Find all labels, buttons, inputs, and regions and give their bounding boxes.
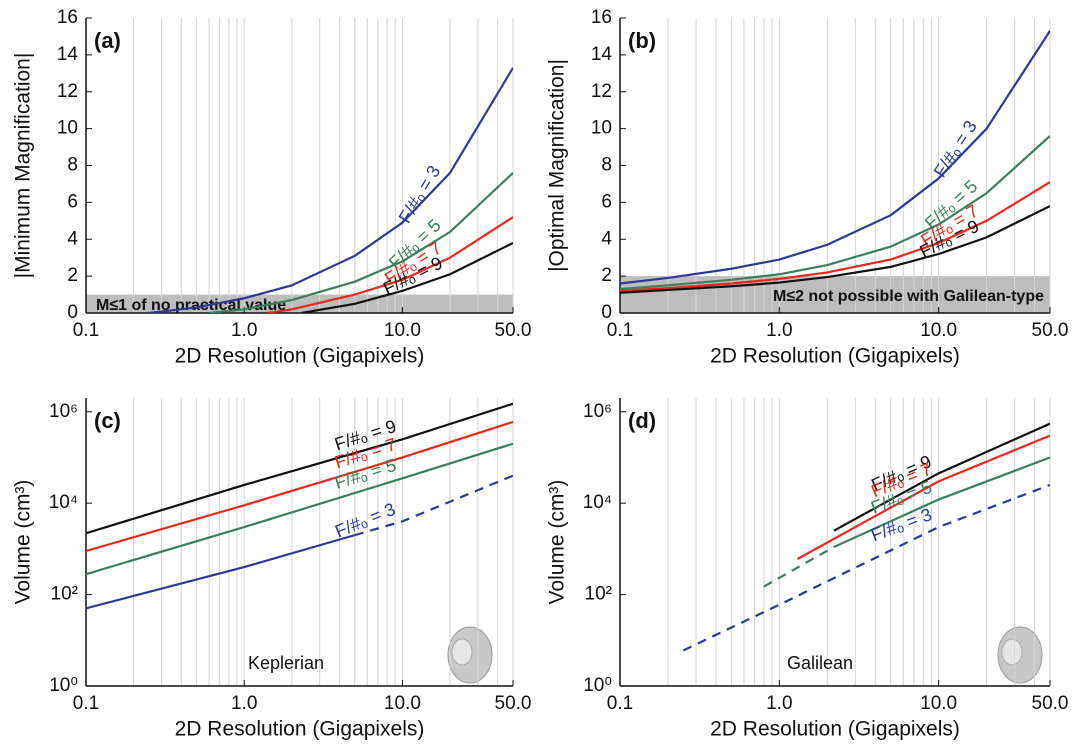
series-label: F/#ₒ = 3 [930, 117, 981, 181]
y-axis-label: Volume (cm³) [12, 480, 35, 605]
x-tick-label: 0.1 [73, 320, 99, 341]
y-tick-label: 10⁶ [583, 401, 612, 422]
y-tick-label: 10⁰ [583, 675, 612, 696]
series-line [620, 30, 1050, 285]
x-axis-label: 2D Resolution (Gigapixels) [175, 718, 425, 741]
y-tick-label: 6 [67, 191, 78, 212]
series-line [620, 205, 1050, 294]
y-axis-label: |Minimum Magnification| [12, 53, 35, 279]
panel-label: (c) [94, 408, 121, 433]
x-axis-label: 2D Resolution (Gigapixels) [710, 345, 960, 368]
series-label: F/#ₒ = 3 [332, 499, 398, 542]
y-tick-label: 0 [67, 302, 78, 323]
x-tick-label: 1.0 [231, 320, 257, 341]
x-tick-label: 0.1 [607, 693, 633, 714]
x-tick-label: 10.0 [920, 693, 957, 714]
x-tick-label: 1.0 [766, 320, 792, 341]
x-axis-label: 2D Resolution (Gigapixels) [710, 718, 960, 741]
y-tick-label: 12 [591, 81, 612, 102]
x-tick-label: 50.0 [1032, 693, 1069, 714]
y-tick-label: 8 [601, 155, 612, 176]
y-axis-label: |Optimal Magnification| [546, 59, 569, 272]
y-tick-label: 2 [67, 265, 78, 286]
series-line [833, 456, 1050, 548]
y-tick-label: 16 [57, 7, 78, 28]
x-tick-label: 0.1 [73, 693, 99, 714]
lens-icon [447, 626, 493, 684]
series-line [267, 216, 513, 313]
lens-icon [997, 626, 1043, 684]
series-line [148, 67, 513, 313]
y-tick-label: 10⁰ [49, 675, 78, 696]
x-tick-label: 50.0 [495, 320, 532, 341]
x-axis-label: 2D Resolution (Gigapixels) [175, 345, 425, 368]
y-tick-label: 6 [601, 191, 612, 212]
x-tick-label: 50.0 [495, 693, 532, 714]
x-tick-label: 10.0 [384, 320, 421, 341]
panel: 0.1 1.0 10.0 50.0 0 2 4 6 8 10 12 14 16 M≤2 not possi… [546, 7, 1069, 368]
x-tick-label: 50.0 [1032, 320, 1069, 341]
series-line [301, 241, 513, 313]
annotation: Galilean [787, 653, 853, 673]
series-line [682, 483, 1050, 652]
y-tick-label: 12 [57, 81, 78, 102]
y-tick-label: 14 [57, 44, 79, 65]
annotation: Keplerian [248, 653, 324, 673]
x-tick-label: 1.0 [766, 693, 792, 714]
series-line [208, 172, 513, 313]
x-tick-label: 1.0 [231, 693, 257, 714]
y-tick-label: 10 [57, 118, 78, 139]
y-tick-label: 10⁶ [49, 401, 78, 422]
series-line [86, 420, 513, 553]
y-tick-label: 4 [601, 228, 612, 249]
y-tick-label: 10⁴ [583, 492, 612, 513]
panel-label: (b) [628, 28, 656, 53]
y-tick-label: 10 [591, 118, 612, 139]
series-line [86, 402, 513, 535]
y-tick-label: 8 [67, 155, 78, 176]
series-line [620, 181, 1050, 292]
series-line [796, 434, 1050, 560]
band-label: M≤1 of no practical value [96, 297, 286, 314]
series-line [620, 135, 1050, 291]
y-tick-label: 14 [591, 44, 613, 65]
panel-label: (d) [628, 408, 656, 433]
panel: 0.1 1.0 10.0 50.0 0 2 4 6 8 10 12 14 16 M≤1 of no pra… [12, 7, 532, 368]
x-tick-label: 10.0 [384, 693, 421, 714]
series-line [354, 474, 513, 537]
series-line [86, 534, 356, 610]
y-tick-label: 0 [601, 302, 612, 323]
y-axis-label: Volume (cm³) [546, 480, 569, 605]
y-tick-label: 2 [601, 265, 612, 286]
y-tick-label: 10⁴ [49, 492, 78, 513]
series-line [86, 442, 513, 576]
band-label: M≤2 not possible with Galilean-type [773, 288, 1044, 305]
series-line [833, 422, 1050, 532]
y-tick-label: 10² [51, 584, 78, 605]
x-tick-label: 0.1 [607, 320, 633, 341]
y-tick-label: 4 [67, 228, 78, 249]
y-tick-label: 16 [591, 7, 612, 28]
series-line [763, 546, 835, 588]
x-tick-label: 10.0 [920, 320, 957, 341]
panel-label: (a) [94, 28, 121, 53]
y-tick-label: 10² [585, 584, 612, 605]
